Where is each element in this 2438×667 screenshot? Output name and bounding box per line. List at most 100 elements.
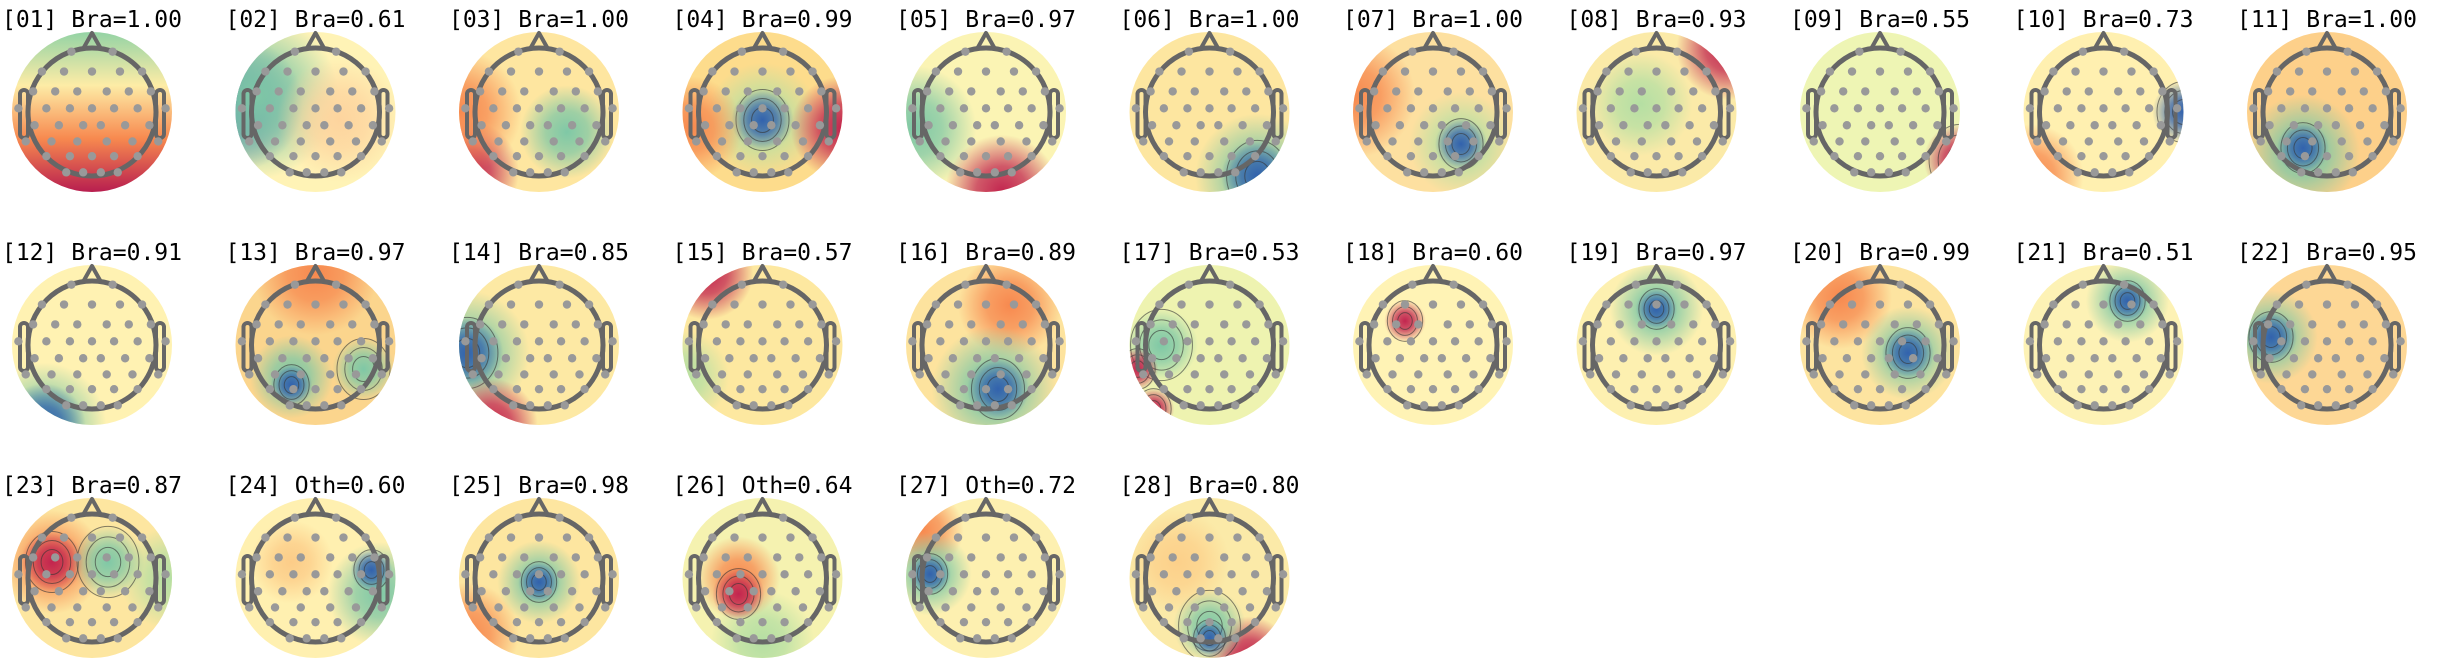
electrode-dot <box>758 151 767 161</box>
electrode-dot <box>96 168 106 177</box>
nose-icon <box>1869 31 1891 50</box>
contour-line <box>2109 280 2146 322</box>
electrode-dot <box>2125 401 2134 410</box>
contour-line <box>94 546 122 578</box>
electrode-dot <box>65 104 75 113</box>
electrode-dot <box>42 384 51 394</box>
electrode-dot <box>749 121 758 130</box>
electrode-dot <box>1611 137 1621 146</box>
electrode-dot <box>743 553 752 562</box>
electrode-dot <box>1861 320 1870 329</box>
electrode-dot <box>1619 354 1628 363</box>
activation-spot <box>731 88 794 152</box>
electrode-dot <box>2368 384 2377 394</box>
electrode-dot <box>736 570 745 579</box>
electrode-dot <box>1449 280 1458 289</box>
electrode-dot <box>331 513 341 522</box>
electrode-dot <box>384 570 394 579</box>
electrode-dot <box>320 121 329 130</box>
activation-spot <box>1923 123 1960 192</box>
electrode-dot <box>87 533 97 542</box>
electrode-dot <box>1002 513 1011 522</box>
electrode-dot <box>1039 587 1048 596</box>
electrode-dot <box>102 137 111 146</box>
electrode-dot <box>468 137 477 146</box>
electrode-dot <box>555 47 564 56</box>
electrode-dot <box>562 300 572 309</box>
electrode-dot <box>1255 300 1264 309</box>
contour-line <box>85 536 131 588</box>
electrode-dot <box>767 168 776 177</box>
electrode-dot <box>584 533 594 542</box>
electrode-dot <box>1214 634 1223 643</box>
electrode-dot <box>339 533 348 542</box>
electrode-dot <box>1388 370 1397 379</box>
electrode-dot <box>758 67 767 76</box>
electrode-dot <box>1602 67 1611 76</box>
electrode-dot <box>2121 384 2130 394</box>
nose-icon <box>1422 31 1444 50</box>
electrode-dot <box>1369 320 1379 329</box>
electrode-dot <box>30 587 39 596</box>
electrode-dot <box>736 104 745 113</box>
electrode-dot <box>1667 137 1676 146</box>
component-topomap: [26] Oth=0.64 <box>672 473 853 658</box>
electrode-dot <box>356 104 366 113</box>
electrode-dot <box>549 320 558 329</box>
electrode-dot <box>2308 137 2317 146</box>
scalp-map <box>1129 32 1290 192</box>
electrode-dot <box>1711 320 1720 329</box>
electrode-dot <box>1624 300 1633 309</box>
electrode-dot <box>326 553 335 562</box>
electrode-dot <box>278 587 287 596</box>
electrode-dot <box>1896 47 1905 56</box>
electrode-dot <box>2300 384 2310 394</box>
electrode-dot <box>21 137 30 146</box>
electrode-dot <box>2090 168 2099 177</box>
electrode-dot <box>461 337 470 346</box>
electrode-dot <box>1697 104 1707 113</box>
contour-line <box>2119 292 2136 310</box>
electrode-dot <box>534 533 544 542</box>
electrode-dot <box>1428 151 1438 161</box>
electrode-dot <box>512 570 522 579</box>
nose-icon <box>751 31 774 50</box>
electrode-dot <box>784 401 793 410</box>
electrode-dot <box>2344 104 2354 113</box>
electrode-dot <box>2322 67 2332 76</box>
scalp-map <box>235 498 396 658</box>
electrode-dot <box>2144 337 2154 346</box>
electrode-dot <box>1014 121 1024 130</box>
electrode-dot <box>556 570 566 579</box>
electrode-dot <box>1214 121 1223 130</box>
electrode-dot <box>1278 570 1288 579</box>
electrode-dot <box>1672 47 1682 56</box>
electrode-dot <box>137 533 147 542</box>
electrode-dot <box>2350 300 2360 309</box>
electrode-dot <box>370 320 379 329</box>
electrode-dot <box>1884 354 1894 363</box>
electrode-dot <box>1678 401 1687 410</box>
activation-spot <box>120 526 172 630</box>
electrode-dot <box>795 87 804 96</box>
contour-line <box>40 548 64 576</box>
electrode-dot <box>562 67 572 76</box>
electrode-dot <box>1630 151 1639 161</box>
electrode-dot <box>1619 121 1628 130</box>
electrode-dot <box>2049 67 2058 76</box>
contour-line <box>283 376 300 394</box>
electrode-dot <box>1456 67 1466 76</box>
electrode-dot <box>808 533 817 542</box>
electrode-dot <box>1818 121 1827 130</box>
electrode-dot <box>1009 300 1019 309</box>
electrode-dot <box>270 603 280 612</box>
electrode-dot <box>2286 320 2295 329</box>
nose-icon <box>751 264 774 283</box>
electrode-dot <box>2139 370 2149 379</box>
electrode-dot <box>484 300 494 309</box>
electrode-dot <box>2053 104 2063 113</box>
electrode-dot <box>1921 337 1930 346</box>
electrode-dot <box>1942 370 1951 379</box>
activation-spot <box>12 383 86 425</box>
electrode-dot <box>2099 104 2108 113</box>
